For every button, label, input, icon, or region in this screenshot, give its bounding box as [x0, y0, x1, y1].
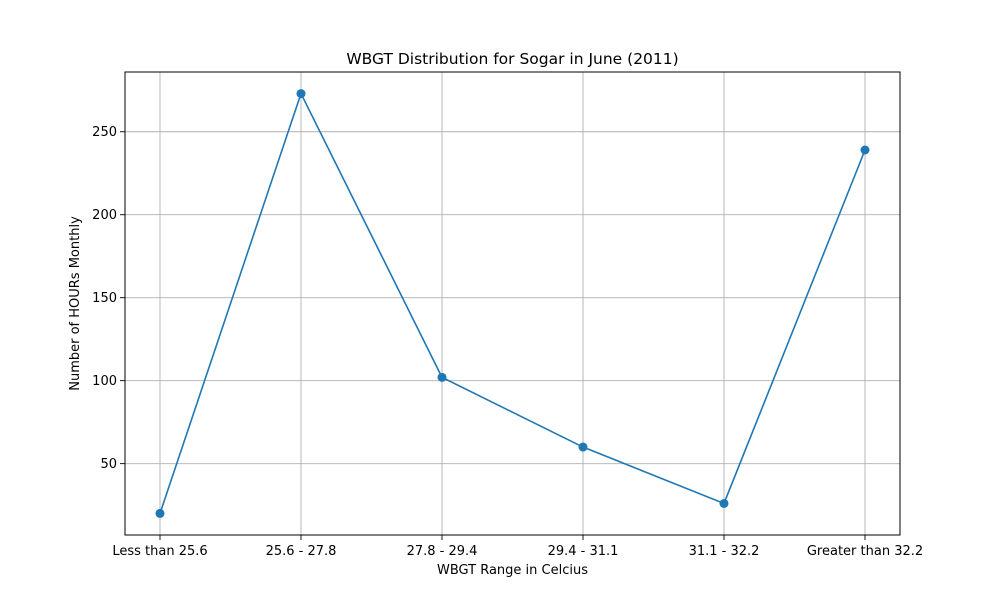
chart-title: WBGT Distribution for Sogar in June (201… — [346, 50, 678, 68]
y-tick-label: 50 — [100, 457, 117, 472]
ticks: Less than 25.6 25.6 - 27.8 27.8 - 29.4 29.4… — [92, 125, 923, 559]
data-point — [860, 145, 870, 155]
data-point — [296, 89, 306, 99]
data-point — [155, 508, 165, 518]
data-point — [437, 372, 447, 382]
plot-frame — [124, 71, 901, 536]
x-axis-title: WBGT Range in Celcius — [437, 563, 588, 578]
x-tick-label: Less than 25.6 — [112, 544, 207, 559]
y-tick-label: 200 — [92, 208, 117, 223]
x-tick-label: 25.6 - 27.8 — [266, 544, 337, 559]
series-line — [159, 91, 866, 514]
x-tick-label: 29.4 - 31.1 — [548, 544, 619, 559]
x-tick-label: 27.8 - 29.4 — [407, 544, 478, 559]
y-tick-label: 250 — [92, 125, 117, 140]
x-tick-label: Greater than 32.2 — [807, 544, 923, 559]
x-tick-label: 31.1 - 32.2 — [689, 544, 760, 559]
data-point — [578, 442, 588, 452]
y-tick-label: 100 — [92, 374, 117, 389]
y-axis-title: Number of HOURs Monthly — [68, 216, 83, 391]
series-layer — [155, 89, 870, 518]
data-point — [719, 498, 729, 508]
y-tick-label: 150 — [92, 291, 117, 306]
